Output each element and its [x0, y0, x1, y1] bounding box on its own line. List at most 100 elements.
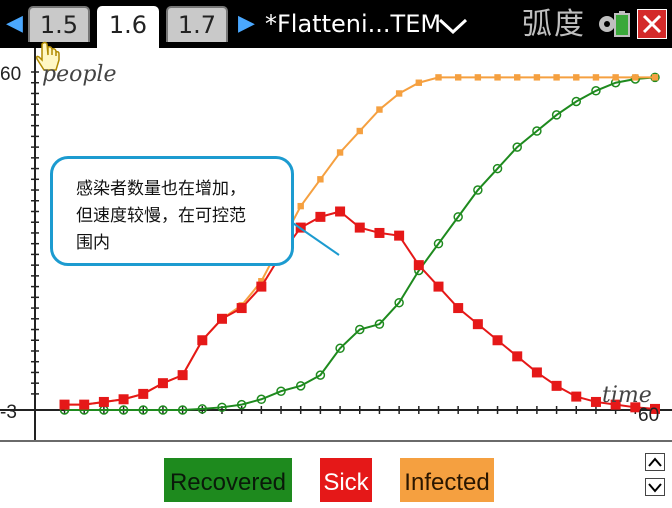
- data-point-infected: [612, 74, 619, 81]
- data-point-infected: [376, 106, 383, 113]
- data-point-recovered: [394, 297, 404, 308]
- data-point-sick: [492, 335, 503, 346]
- tab-1-7[interactable]: 1.7: [166, 6, 228, 42]
- data-point-recovered: [591, 86, 601, 96]
- data-point-recovered: [256, 394, 267, 405]
- legend-infected[interactable]: Infected: [400, 458, 494, 502]
- data-point-sick: [610, 399, 621, 410]
- toolbar: ◀ 1.5 1.6 1.7 ▶ *Flatteni...TEM 弧度: [0, 0, 672, 48]
- battery-icon: [599, 11, 630, 37]
- data-point-infected: [454, 74, 462, 81]
- data-point-infected: [651, 74, 659, 81]
- data-point-recovered: [315, 370, 326, 380]
- x-axis-label: time: [602, 383, 652, 408]
- note-text[interactable]: 感染者数量也在增加， 但速度较慢，在可控范 围内: [76, 176, 290, 257]
- data-point-infected: [494, 74, 501, 81]
- data-point-sick: [650, 403, 660, 414]
- chevron-down-icon: [648, 483, 662, 493]
- data-point-recovered: [433, 238, 444, 249]
- tab-1-5[interactable]: 1.5: [28, 6, 90, 42]
- data-point-sick: [394, 230, 405, 241]
- data-point-sick: [531, 367, 542, 378]
- data-point-infected: [317, 176, 324, 183]
- data-point-sick: [197, 335, 208, 346]
- scroll-down-button[interactable]: [645, 478, 665, 496]
- data-point-infected: [553, 74, 560, 81]
- data-point-sick: [216, 313, 227, 324]
- data-point-recovered: [512, 142, 522, 152]
- legend-sick[interactable]: Sick: [320, 458, 372, 502]
- data-point-sick: [571, 391, 582, 402]
- data-point-infected: [592, 74, 600, 81]
- note-callout[interactable]: [50, 156, 294, 266]
- data-point-sick: [157, 378, 168, 389]
- scatter-plot[interactable]: [0, 48, 672, 440]
- note-line-1: 感染者数量也在增加，: [76, 179, 246, 199]
- data-point-sick: [335, 206, 346, 217]
- previous-tab-arrow-icon[interactable]: ◀: [6, 11, 23, 36]
- chevron-up-icon: [648, 457, 662, 467]
- data-point-recovered: [276, 386, 286, 396]
- tab-1-6[interactable]: 1.6: [97, 6, 159, 48]
- close-icon: [642, 14, 662, 34]
- data-point-recovered: [492, 163, 503, 174]
- data-point-sick: [590, 396, 601, 407]
- callout-pointer: [286, 218, 340, 256]
- data-point-sick: [59, 399, 70, 410]
- data-point-recovered: [138, 405, 149, 415]
- data-point-sick: [374, 227, 385, 238]
- data-point-sick: [177, 370, 188, 381]
- data-point-infected: [573, 74, 580, 81]
- data-point-infected: [395, 90, 403, 97]
- data-point-recovered: [158, 405, 168, 415]
- data-point-recovered: [236, 399, 247, 410]
- data-point-infected: [258, 278, 265, 285]
- data-point-recovered: [571, 96, 582, 107]
- data-point-sick: [413, 260, 424, 271]
- data-point-sick: [256, 281, 267, 292]
- data-point-sick: [512, 351, 523, 362]
- origin-tick-label: -3: [0, 402, 17, 423]
- data-point-infected: [356, 127, 363, 135]
- hand-cursor-icon: [36, 41, 60, 71]
- data-point-infected: [533, 74, 541, 81]
- data-point-sick: [472, 319, 483, 330]
- data-point-recovered: [473, 185, 483, 195]
- series-line-recovered: [64, 76, 656, 411]
- data-point-recovered: [295, 381, 306, 391]
- data-point-sick: [433, 281, 444, 292]
- x-max-tick-label: 60: [638, 405, 660, 426]
- data-point-sick: [236, 303, 247, 314]
- data-point-recovered: [355, 324, 365, 335]
- chevron-down-icon[interactable]: [438, 18, 468, 34]
- data-point-recovered: [551, 110, 562, 120]
- data-point-recovered: [532, 126, 542, 136]
- data-point-recovered: [335, 343, 345, 354]
- note-line-3: 围内: [76, 233, 110, 253]
- data-point-sick: [551, 380, 562, 391]
- legend-recovered[interactable]: Recovered: [164, 458, 292, 502]
- data-point-infected: [297, 202, 304, 210]
- data-point-sick: [630, 402, 641, 413]
- document-title[interactable]: *Flatteni...TEM: [265, 10, 442, 38]
- note-line-2: 但速度较慢，在可控范: [76, 206, 246, 226]
- data-point-infected: [632, 74, 639, 81]
- data-point-sick: [354, 222, 365, 233]
- data-point-sick: [79, 399, 90, 410]
- next-tab-arrow-icon[interactable]: ▶: [238, 11, 255, 36]
- data-point-sick: [118, 394, 129, 405]
- y-max-tick-label: 60: [0, 64, 22, 85]
- data-point-infected: [336, 149, 344, 156]
- close-button[interactable]: [637, 9, 667, 39]
- angle-mode-label[interactable]: 弧度: [522, 7, 586, 42]
- y-axis-label: people: [42, 62, 117, 87]
- data-point-recovered: [217, 402, 227, 413]
- data-point-recovered: [118, 405, 129, 415]
- data-point-recovered: [453, 212, 463, 222]
- data-point-sick: [138, 388, 149, 399]
- data-point-infected: [435, 74, 442, 81]
- data-point-infected: [514, 74, 521, 81]
- data-point-recovered: [374, 319, 385, 329]
- data-point-infected: [415, 79, 423, 86]
- scroll-up-button[interactable]: [645, 453, 665, 471]
